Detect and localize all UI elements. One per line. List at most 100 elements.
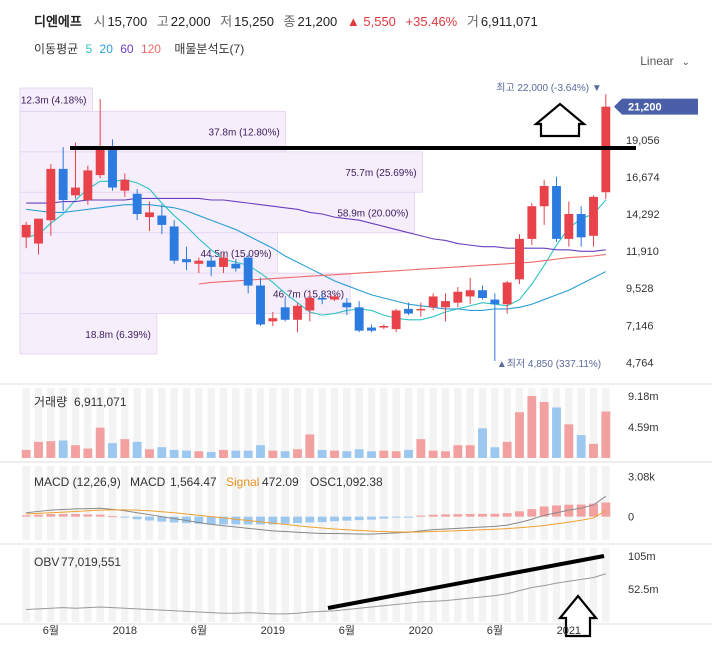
- price-tick-label: 11,910: [626, 246, 659, 258]
- grid-stripe: [441, 466, 450, 540]
- macd-osc-bar: [280, 516, 290, 524]
- candle-body: [317, 298, 327, 300]
- macd-osc-bar: [83, 514, 93, 517]
- scale-selector[interactable]: Linear ⌄: [640, 54, 690, 68]
- grid-stripe: [602, 548, 610, 622]
- grid-stripe: [219, 466, 228, 540]
- grid-stripe: [293, 466, 302, 540]
- grid-stripe: [195, 388, 203, 458]
- macd-osc-bar: [108, 516, 117, 518]
- volume-label: 거: [466, 14, 479, 29]
- candle: [527, 203, 537, 246]
- ma-period-120: 120: [140, 42, 161, 56]
- grid-stripe: [293, 548, 302, 622]
- grid-stripe: [269, 466, 277, 540]
- macd-osc-bar: [589, 503, 598, 517]
- grid-stripe: [121, 466, 129, 540]
- volume-bar: [58, 440, 68, 458]
- candle-body: [465, 290, 475, 297]
- obv-panel-value: 77,019,551: [61, 555, 121, 569]
- x-tick-label: 6월: [339, 624, 355, 637]
- volume-bar: [576, 435, 586, 458]
- volume-bar: [589, 443, 598, 458]
- macd-osc-bar: [34, 514, 43, 517]
- volume-bar: [256, 445, 265, 458]
- macd-osc-bar: [145, 516, 154, 521]
- candle: [305, 291, 315, 322]
- grid-stripe: [22, 388, 30, 458]
- macd-osc-bar: [21, 515, 31, 517]
- candle: [589, 195, 598, 247]
- high-value: 22,000: [170, 14, 211, 29]
- grid-stripe: [133, 548, 141, 622]
- grid-stripe: [330, 548, 339, 622]
- macd-label: MACD: [130, 475, 166, 489]
- grid-stripe: [269, 388, 277, 458]
- volume-profile-label: 46.7m (15.83%): [273, 289, 344, 300]
- candle: [515, 234, 524, 284]
- x-tick-label: 6월: [191, 624, 207, 637]
- macd-osc-bar: [391, 516, 401, 518]
- volume-profile-bar: [19, 313, 158, 355]
- ma-line-20: [26, 204, 607, 311]
- candle: [367, 324, 376, 333]
- candle-body: [515, 238, 524, 280]
- candle-body: [132, 193, 142, 214]
- grid-stripe: [133, 466, 141, 540]
- grid-stripe: [404, 388, 413, 458]
- macd-osc-bar: [330, 516, 339, 522]
- candle-body: [305, 298, 315, 311]
- ma-legend-label: 이동평균: [34, 42, 79, 56]
- candle: [416, 302, 426, 317]
- obv-tick-label: 52.5m: [628, 584, 659, 596]
- candle-body: [527, 206, 537, 239]
- x-tick-label: 2019: [261, 625, 285, 637]
- volume-profile-label: 75.7m (25.69%): [345, 168, 416, 179]
- grid-stripe: [145, 466, 154, 540]
- x-tick-label: 2020: [409, 625, 433, 637]
- candle: [95, 98, 105, 179]
- close-label: 종: [283, 14, 296, 29]
- volume-bar: [243, 450, 253, 458]
- grid-stripe: [232, 388, 240, 458]
- grid-stripe: [84, 466, 92, 540]
- min-price-label: ▲최저 4,850 (337.11%): [497, 358, 601, 370]
- grid-stripe: [503, 548, 511, 622]
- volume-profile-label: 12.3m (4.18%): [21, 96, 87, 107]
- price-tick-label: 9,528: [626, 283, 654, 295]
- grid-stripe: [59, 466, 67, 540]
- grid-stripe: [466, 466, 474, 540]
- grid-stripe: [71, 548, 80, 622]
- macd-osc-bar: [194, 516, 204, 524]
- grid-stripe: [491, 548, 499, 622]
- x-tick-label: 2021: [557, 625, 581, 637]
- grid-stripe: [417, 466, 425, 540]
- volume-profile-label: 58.9m (20.00%): [337, 208, 408, 219]
- candle-body: [342, 302, 352, 308]
- volume-bar: [219, 449, 228, 458]
- max-price-label: 최고 22,000 (-3.64%) ▼: [496, 82, 602, 94]
- candle: [34, 218, 43, 255]
- volume-value: 6,911,071: [480, 14, 538, 29]
- x-tick-label: 6월: [487, 624, 503, 637]
- volume-bar: [145, 449, 154, 458]
- osc-label: OSC: [310, 475, 336, 489]
- ma-legend[interactable]: 이동평균 5 20 60 120 매물분석도(7): [34, 40, 248, 57]
- grid-stripe: [441, 388, 450, 458]
- grid-stripe: [84, 388, 92, 458]
- macd-osc-bar: [379, 516, 389, 519]
- volume-bar: [268, 450, 278, 458]
- grid-stripe: [145, 548, 154, 622]
- candle: [194, 257, 204, 274]
- candle-body: [502, 282, 512, 305]
- candle-body: [589, 196, 598, 236]
- candle: [342, 298, 352, 316]
- x-tick-label: 6월: [43, 624, 59, 637]
- macd-osc-bar: [182, 516, 191, 524]
- macd-osc-bar: [465, 514, 475, 517]
- candle-body: [108, 147, 117, 188]
- macd-osc-bar: [157, 516, 167, 522]
- volume-profile-bar: [19, 87, 93, 112]
- candle-body: [416, 308, 426, 311]
- grid-stripe: [256, 388, 265, 458]
